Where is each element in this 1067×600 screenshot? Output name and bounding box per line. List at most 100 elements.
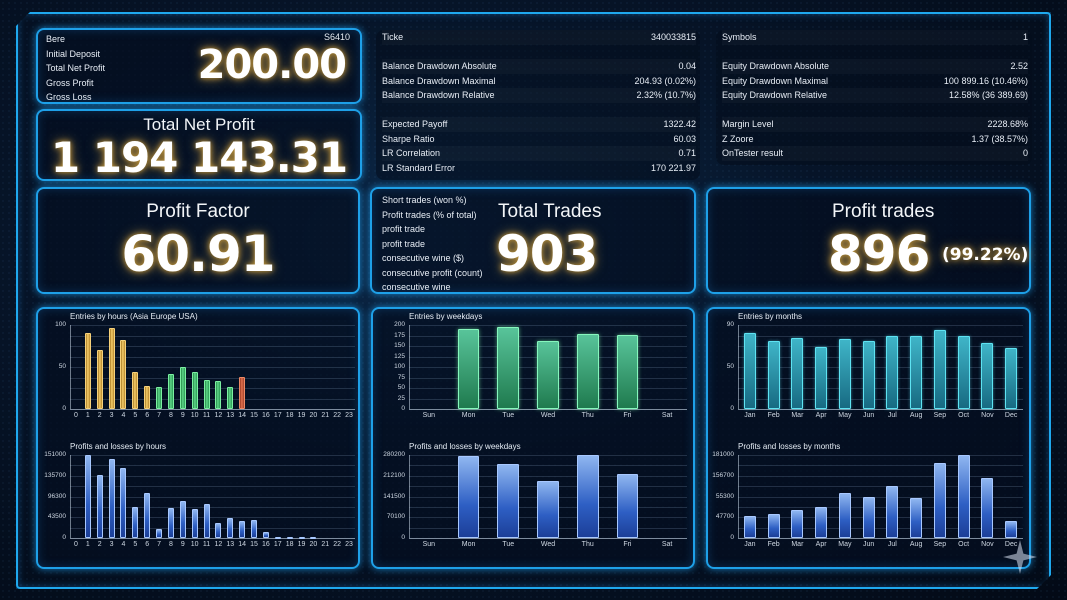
profit-trades-title: Profit trades — [832, 201, 935, 222]
x-tick-label: Jun — [862, 412, 875, 419]
trade-label: consecutive wine — [382, 282, 451, 292]
y-tick-label: 90 — [726, 321, 734, 328]
x-tick-label: Jul — [887, 412, 897, 419]
bar-4 — [120, 467, 127, 538]
summary-row: Gross Profit — [46, 76, 158, 91]
x-tick-label: 12 — [214, 541, 223, 548]
x-tick-label: Mar — [791, 541, 804, 548]
summary-label: Total Net Profit — [46, 63, 106, 73]
gridline — [70, 388, 355, 389]
months-charts-panel: Entries by months 90 50 0 Jan Feb Mar Apr May Ju… — [706, 307, 1031, 569]
x-tick-label: Mon — [461, 412, 476, 419]
y-tick-label: 141500 — [383, 492, 405, 500]
x-tick-label: 3 — [109, 412, 114, 419]
bar-dec — [1005, 347, 1018, 409]
stat-label: Equity Drawdown Absolute — [722, 61, 830, 71]
x-tick-label: 10 — [190, 541, 199, 548]
y-tick-label: 125 — [394, 352, 405, 360]
stats-middle: Ticke 340033815 Balance Drawdown Absolute… — [376, 30, 700, 180]
stat-label: Equity Drawdown Relative — [722, 90, 828, 100]
bar-11 — [203, 504, 210, 538]
x-tick-label: 2 — [97, 541, 102, 548]
gridline — [738, 465, 1023, 467]
x-tick-label: Fri — [623, 541, 632, 548]
x-tick-label: 22 — [333, 541, 342, 548]
bar-3 — [108, 459, 115, 538]
stat-row: Equity Drawdown Relative 12.58% (36 389.6… — [722, 88, 1028, 103]
x-tick-label: 17 — [273, 412, 282, 419]
x-tick-label: 15 — [250, 541, 258, 548]
net-profit-panel: Total Net Profit 1 194 143.31 — [36, 109, 362, 182]
bar-mon — [457, 329, 480, 409]
stat-label: Balance Drawdown Maximal — [382, 75, 496, 86]
chart-title-entries-months: Entries by months — [738, 312, 803, 321]
y-tick-label: 96300 — [47, 492, 66, 500]
stat-spacer — [722, 45, 1028, 60]
y-tick-label: 25 — [397, 394, 405, 402]
stat-label: Z Zoore — [722, 133, 754, 144]
y-tick-label: 0 — [62, 534, 66, 541]
stat-row: Equity Drawdown Absolute 2.52 — [722, 59, 1028, 74]
summary-row: Total Net Profit — [46, 61, 158, 76]
x-tick-label: 19 — [297, 541, 306, 548]
stat-row: LR Correlation 0.71 — [382, 146, 696, 161]
y-axis — [738, 325, 739, 409]
trade-label: consecutive profit (count) — [382, 267, 483, 278]
x-tick-label: 17 — [273, 541, 282, 548]
x-tick-label: Nov — [981, 412, 994, 419]
bar-13 — [227, 387, 234, 409]
bar-apr — [815, 506, 828, 538]
summary-panel: Bere Initial Deposit Total Net Profit Gr… — [36, 28, 362, 104]
bar-fri — [616, 335, 639, 409]
gridline — [738, 388, 1023, 389]
bar-may — [838, 339, 851, 409]
profit-factor-panel: Profit Factor 60.91 — [36, 187, 360, 294]
bar-dec — [1005, 520, 1018, 538]
bar-6 — [144, 493, 151, 538]
x-tick-label: Nov — [981, 541, 994, 548]
x-tick-label: 21 — [321, 412, 330, 419]
bar-fri — [616, 473, 639, 538]
x-tick-label: 14 — [238, 541, 247, 548]
x-tick-label: 3 — [109, 541, 114, 548]
x-axis — [409, 538, 687, 539]
x-tick-label: 10 — [190, 412, 199, 419]
gridline — [738, 325, 1023, 326]
x-tick-label: 6 — [145, 412, 150, 419]
bar-jun — [862, 340, 875, 409]
x-tick-label: 18 — [285, 541, 294, 548]
stat-value: 2228.68% — [987, 119, 1028, 129]
chart-pl-months: 181000 156700 55300 47700 0 Jan Feb Mar Apr May Ju… — [712, 451, 1023, 552]
y-tick-label: 43500 — [47, 513, 66, 521]
gridline — [738, 346, 1023, 347]
bar-aug — [910, 498, 923, 538]
gridline — [70, 325, 355, 326]
bar-14 — [239, 377, 246, 409]
gridline — [738, 455, 1023, 456]
stat-label: LR Correlation — [382, 148, 441, 158]
total-trades-value: 903 — [496, 225, 598, 283]
outer-frame — [16, 12, 1051, 589]
stat-row: Margin Level 2228.68% — [722, 117, 1028, 132]
bar-16 — [262, 531, 269, 538]
bar-12 — [215, 381, 222, 409]
x-tick-label: 14 — [238, 412, 247, 419]
bar-9 — [179, 501, 186, 538]
stat-value: 2.32% (10.7%) — [636, 90, 696, 100]
stats-right-list: Symbols 1 Equity Drawdown Absolute 2.52 Eq… — [722, 30, 1028, 161]
x-tick-label: Mar — [791, 412, 804, 419]
gridline — [409, 455, 687, 456]
trade-label-row: consecutive profit (count) — [382, 266, 512, 281]
x-tick-label: Jan — [744, 412, 756, 419]
bar-wed — [537, 340, 559, 409]
trade-label-row: consecutive wine ($) — [382, 251, 512, 266]
gridline — [70, 335, 355, 337]
bar-13 — [227, 518, 234, 538]
x-tick-label: 21 — [321, 541, 330, 548]
gridline — [70, 356, 355, 358]
chart-pl-hours: 151000 135700 96300 43500 0 0 1 2 3 4 5 6 7 8 9 10 11 12 1… — [44, 451, 355, 552]
x-tick-label: May — [838, 541, 852, 548]
y-tick-label: 150 — [394, 342, 405, 349]
x-tick-label: 7 — [157, 541, 162, 548]
gridline — [70, 465, 355, 467]
